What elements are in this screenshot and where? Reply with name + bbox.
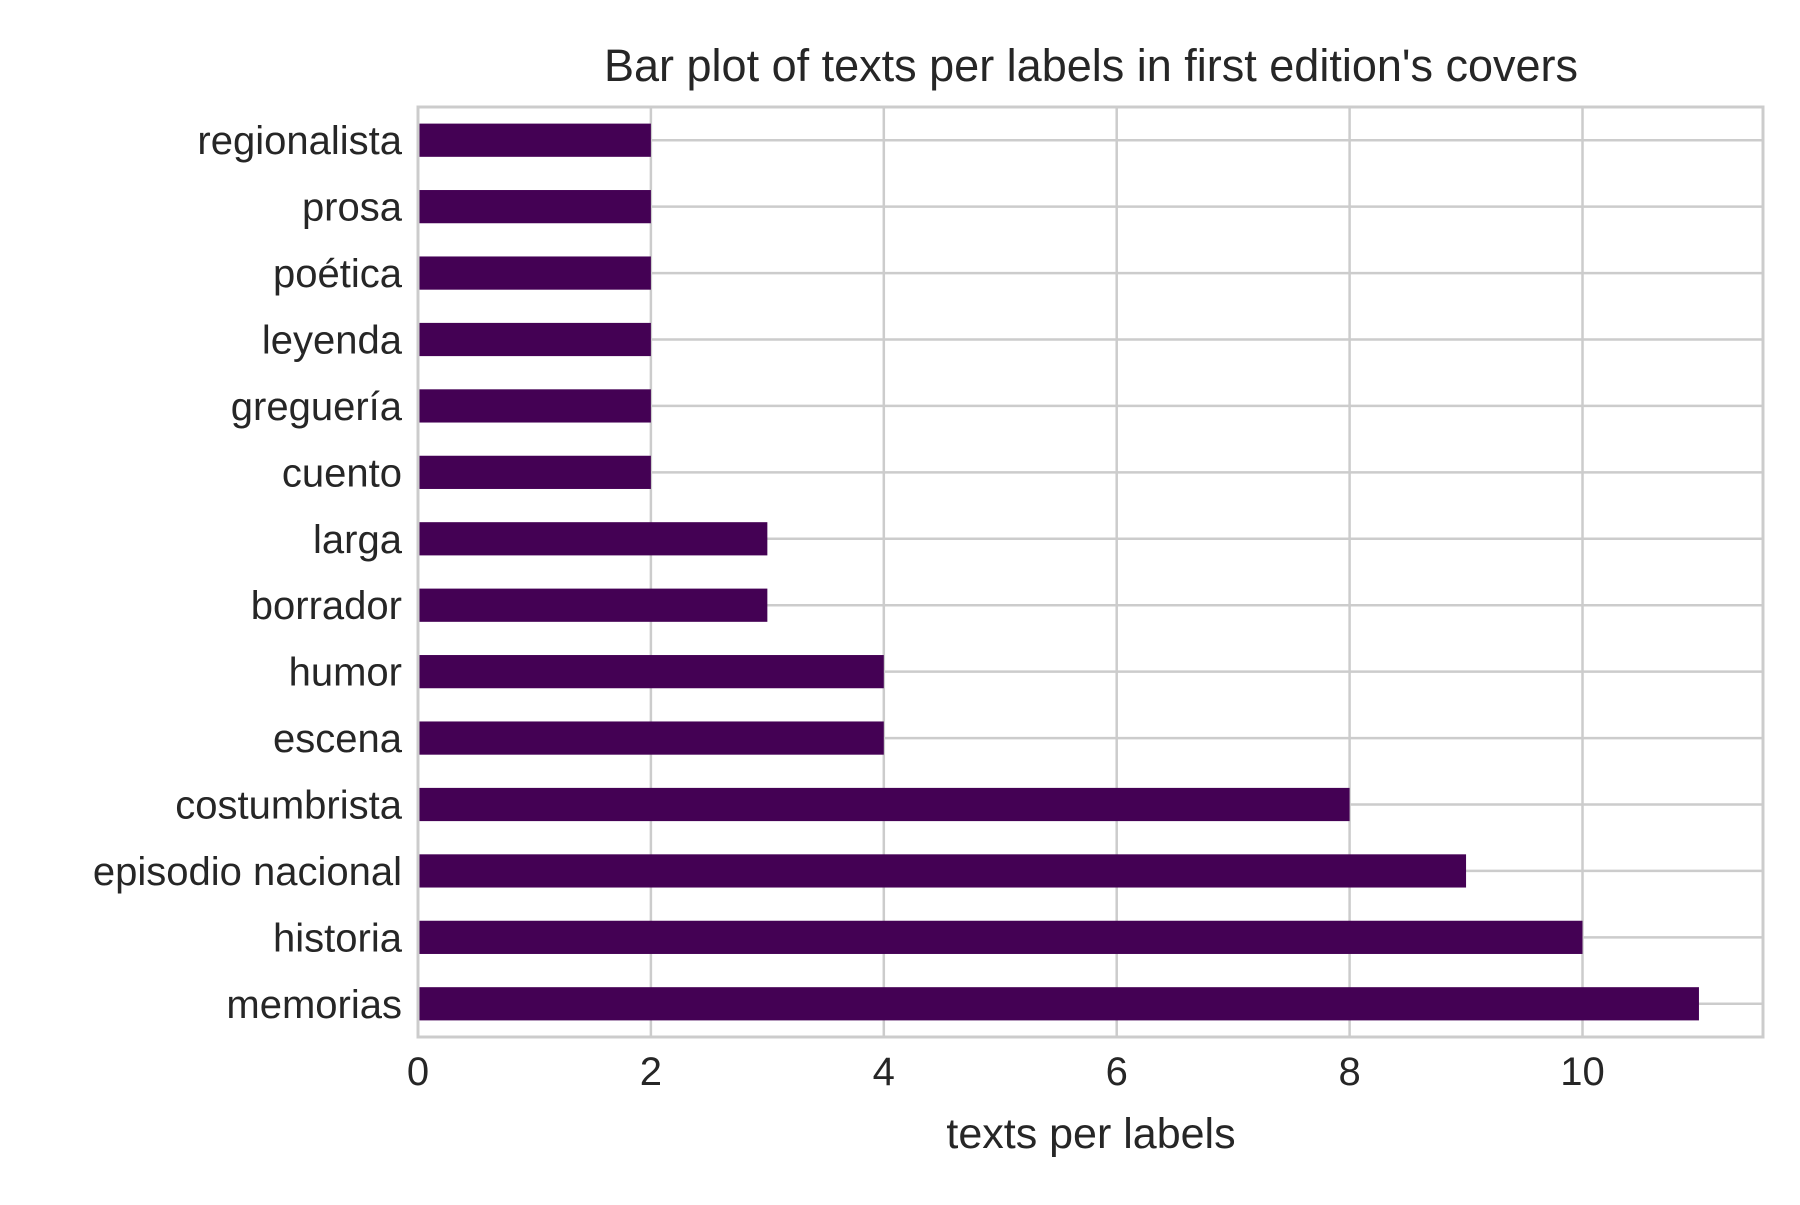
bar-costumbrista	[418, 787, 1350, 822]
y-tick-label-10: leyenda	[262, 319, 403, 363]
bar-poética	[418, 256, 651, 290]
y-tick-labels: memorias historia episodio nacional costumb…	[93, 119, 403, 1027]
y-tick-label-7: larga	[313, 518, 403, 562]
bar-prosa	[418, 190, 651, 224]
y-tick-label-12: prosa	[302, 186, 403, 230]
y-tick-label-3: costumbrista	[175, 784, 402, 828]
bar-greguería	[418, 389, 651, 423]
x-axis-label: texts per labels	[946, 1110, 1235, 1158]
y-tick-label-9: greguería	[231, 385, 403, 429]
x-tick-label-0: 0	[407, 1050, 429, 1094]
x-tick-label-5: 10	[1560, 1050, 1605, 1094]
bar-escena	[418, 721, 884, 755]
bar-cuento	[418, 455, 651, 489]
bars-layer	[418, 123, 1699, 1021]
y-tick-label-0: memorias	[226, 983, 402, 1027]
bar-humor	[418, 655, 884, 689]
y-tick-label-11: poética	[273, 252, 403, 296]
y-tick-label-1: historia	[273, 916, 403, 960]
bar-episodio-nacional	[418, 854, 1467, 888]
bar-historia	[418, 920, 1583, 954]
chart-title: Bar plot of texts per labels in first ed…	[604, 40, 1578, 91]
bar-leyenda	[418, 322, 651, 357]
y-tick-label-6: borrador	[251, 584, 402, 628]
x-tick-label-2: 4	[873, 1050, 895, 1094]
x-tick-label-3: 6	[1106, 1050, 1128, 1094]
bar-memorias	[418, 987, 1699, 1021]
x-tick-label-1: 2	[640, 1050, 662, 1094]
y-tick-label-8: cuento	[282, 451, 402, 495]
y-tick-label-5: humor	[289, 651, 402, 695]
bar-regionalista	[418, 123, 651, 157]
bar-larga	[418, 522, 768, 556]
y-tick-label-13: regionalista	[197, 119, 402, 163]
bar-borrador	[418, 588, 768, 622]
y-tick-label-2: episodio nacional	[93, 850, 402, 894]
x-tick-labels: 0 2 4 6 8 10	[407, 1050, 1605, 1094]
axes-frame	[416, 105, 1765, 1039]
y-tick-label-4: escena	[273, 717, 403, 761]
x-tick-label-4: 8	[1338, 1050, 1360, 1094]
